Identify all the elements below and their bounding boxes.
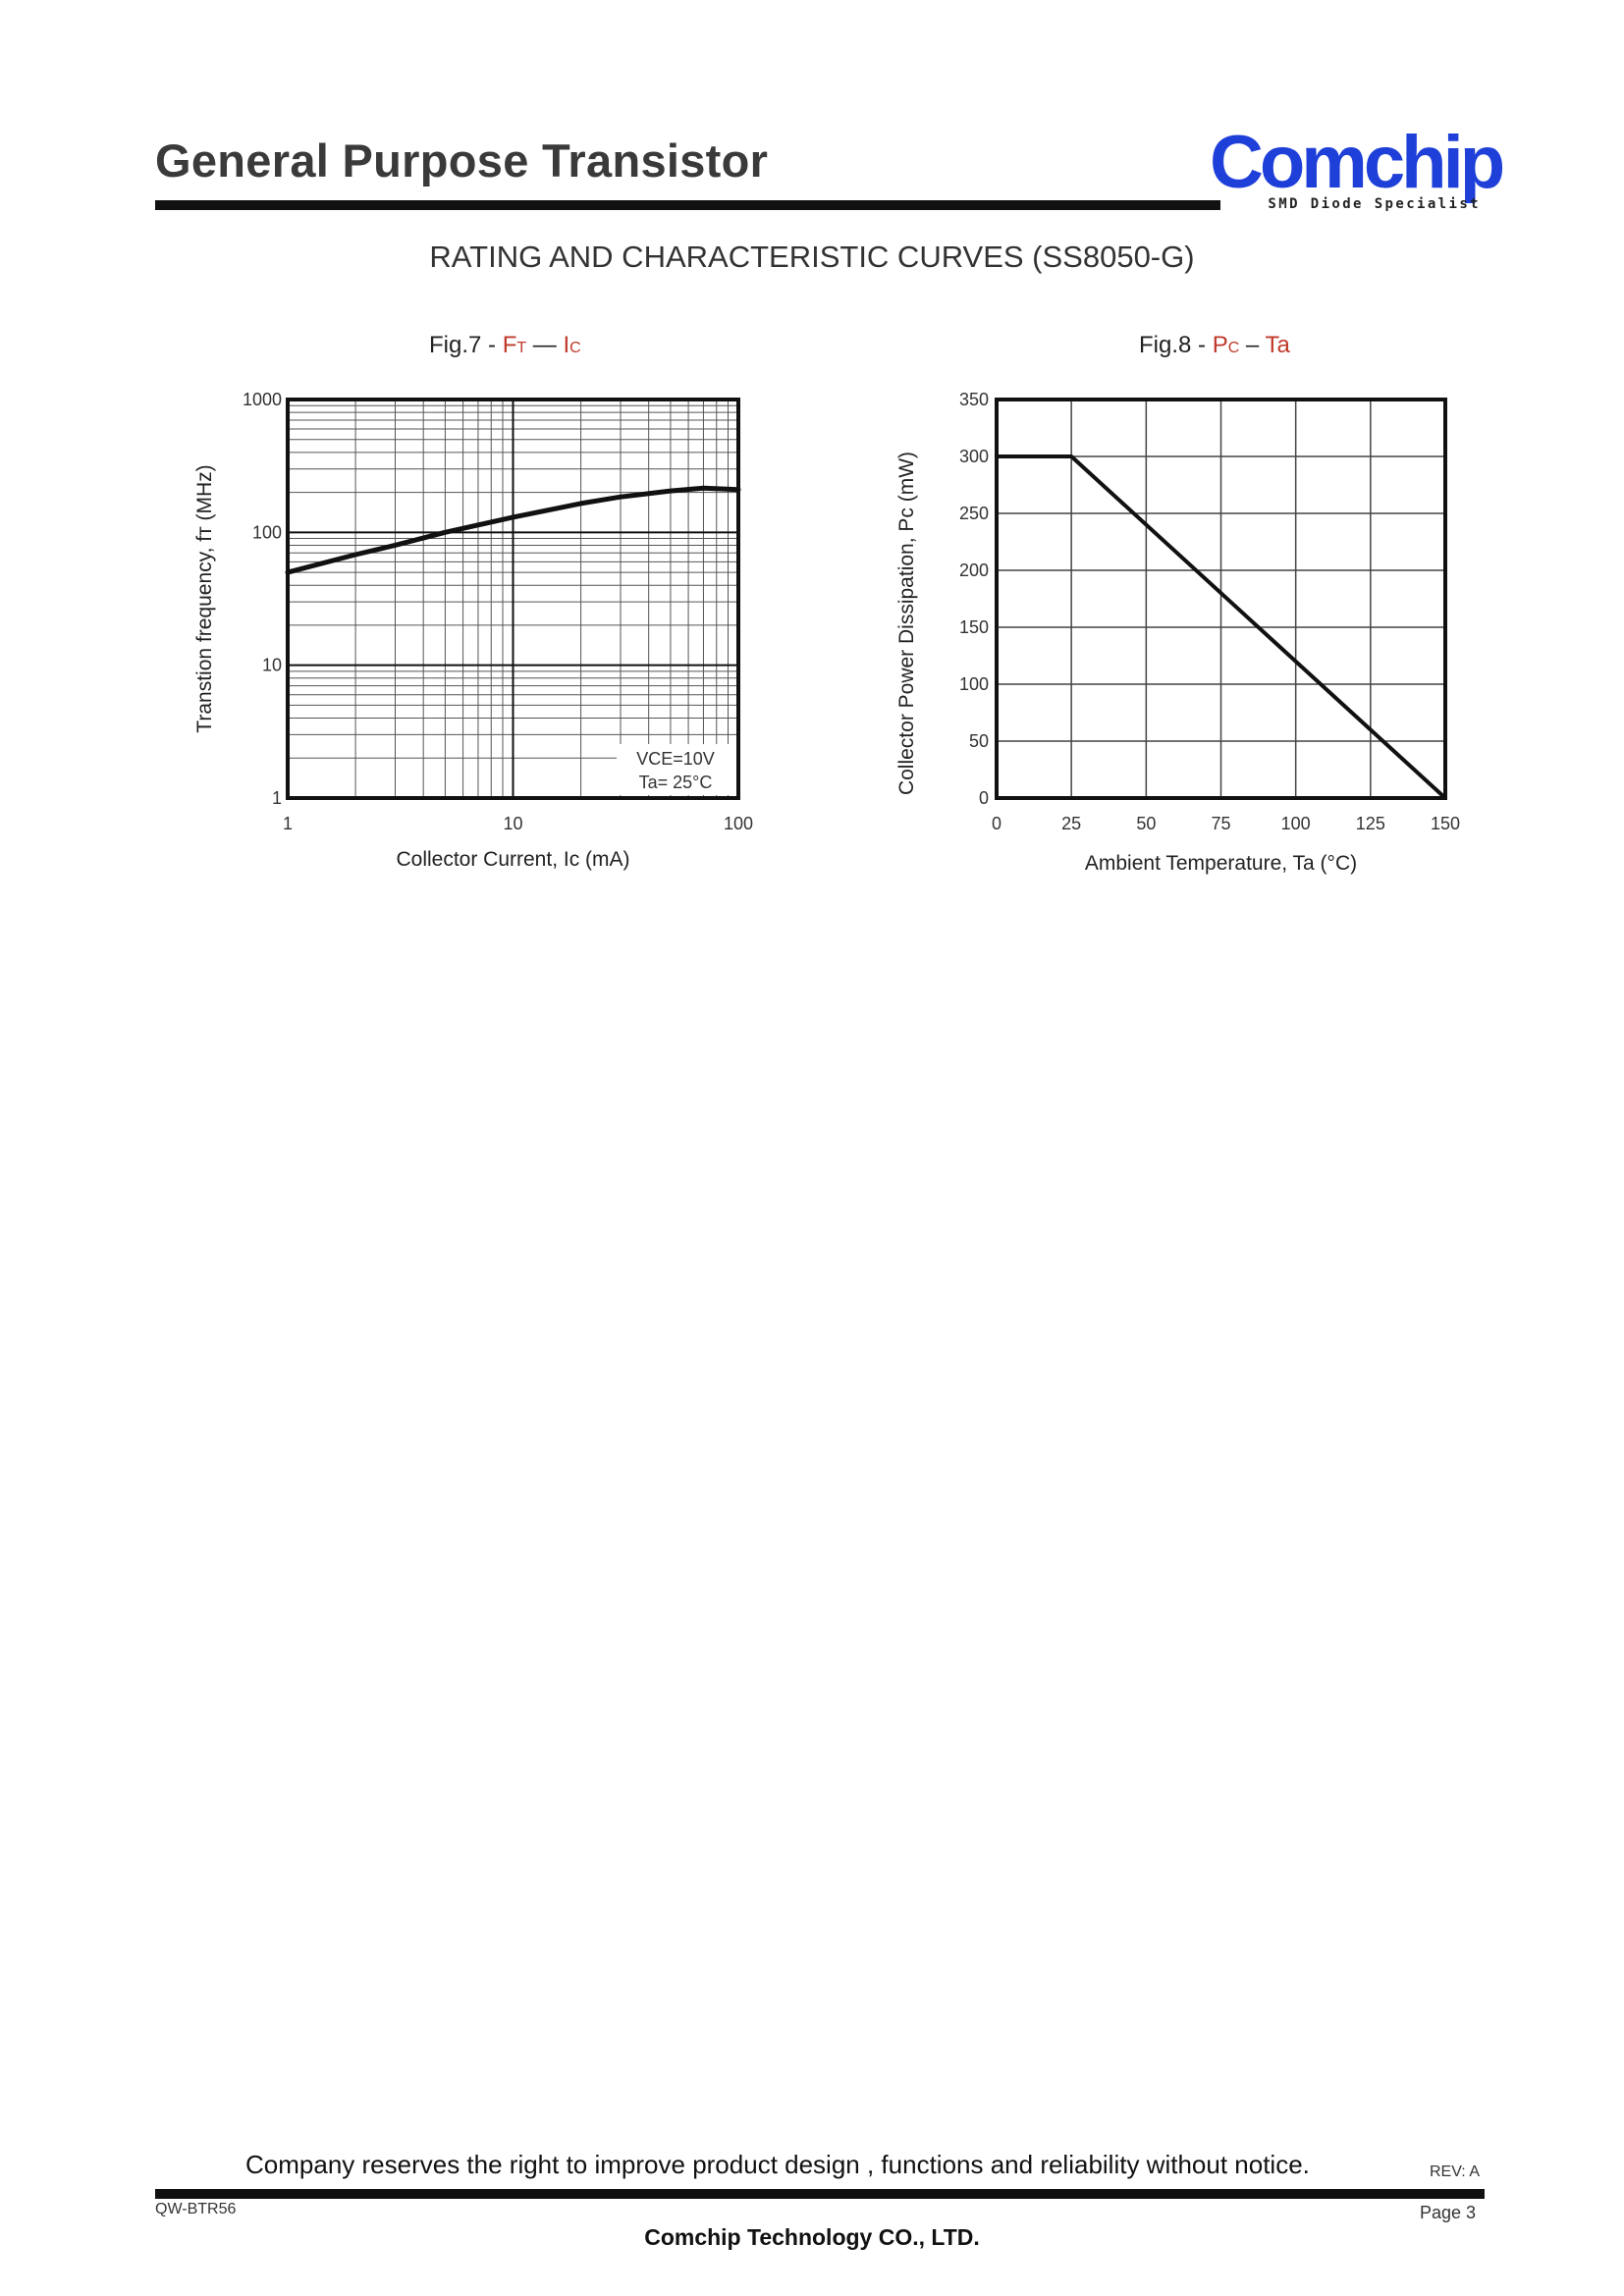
company-name: Comchip Technology CO., LTD. xyxy=(644,2224,980,2250)
fig7-a-main: F xyxy=(502,332,517,358)
x-tick-label: 150 xyxy=(1431,814,1460,833)
y-tick-label: 0 xyxy=(979,788,989,808)
y-tick-label: 200 xyxy=(959,561,989,580)
fig7-title: Fig.7 - FT — IC xyxy=(429,332,581,359)
fig8-a-main: P xyxy=(1212,332,1228,358)
y-axis-label: Transtion frequency, fт (MHz) xyxy=(193,464,216,732)
fig8-dash: – xyxy=(1239,332,1266,358)
x-tick-label: 0 xyxy=(992,814,1001,833)
x-axis-label: Ambient Temperature, Ta (°C) xyxy=(1085,852,1357,875)
x-tick-label: 50 xyxy=(1136,814,1156,833)
fig7-prefix: Fig.7 - xyxy=(429,332,503,358)
fig7-dash: — xyxy=(526,332,564,358)
x-tick-label: 75 xyxy=(1211,814,1230,833)
fig8-b-main: Ta xyxy=(1265,332,1290,358)
x-tick-label: 1 xyxy=(283,814,293,833)
y-axis-label: Collector Power Dissipation, Pc (mW) xyxy=(895,452,918,795)
fig7-a-sub: T xyxy=(516,340,527,356)
annotation-ta: Ta= 25°C xyxy=(639,773,713,792)
header-rule xyxy=(155,200,1220,210)
y-tick-label: 100 xyxy=(252,522,282,542)
y-tick-label: 250 xyxy=(959,504,989,523)
y-tick-label: 350 xyxy=(959,390,989,409)
page-number: Page 3 xyxy=(1420,2203,1477,2222)
series-ft-curve xyxy=(285,485,741,575)
x-tick-label: 125 xyxy=(1356,814,1385,833)
x-tick-label: 100 xyxy=(1281,814,1311,833)
footer-rule xyxy=(155,2189,1485,2199)
page-title: General Purpose Transistor xyxy=(155,134,769,187)
x-tick-label: 25 xyxy=(1061,814,1081,833)
y-tick-label: 300 xyxy=(959,447,989,466)
company-logo: Comchip SMD Diode Specialist xyxy=(1210,121,1505,214)
logo-tagline: SMD Diode Specialist xyxy=(1268,196,1481,212)
y-tick-label: 1000 xyxy=(243,390,282,409)
y-tick-label: 150 xyxy=(959,617,989,637)
plot-frame xyxy=(286,398,740,800)
logo-wordmark: Comchip xyxy=(1210,121,1505,204)
x-tick-label: 100 xyxy=(724,814,753,833)
x-axis-label: Collector Current, Ic (mA) xyxy=(396,848,629,871)
revision-label: REV: A xyxy=(1430,2163,1480,2180)
document-code: QW-BTR56 xyxy=(155,2201,237,2217)
y-tick-label: 50 xyxy=(969,731,989,751)
series-pc-derating xyxy=(997,454,1447,800)
fig8-title: Fig.8 - PC – Ta xyxy=(1139,332,1290,359)
footer-disclaimer: Company reserves the right to improve pr… xyxy=(245,2150,1310,2179)
plot-frame xyxy=(995,398,1447,800)
annotation-vce: VCE=10V xyxy=(636,749,715,769)
fig7-b-sub: C xyxy=(569,340,581,356)
annotation-box xyxy=(617,744,736,795)
fig8-a-sub: C xyxy=(1227,340,1240,356)
fig8-prefix: Fig.8 - xyxy=(1139,332,1213,358)
section-title: RATING AND CHARACTERISTIC CURVES (SS8050… xyxy=(429,240,1195,274)
y-tick-label: 1 xyxy=(272,788,282,808)
y-tick-label: 100 xyxy=(959,674,989,694)
x-tick-label: 10 xyxy=(503,814,522,833)
y-tick-label: 10 xyxy=(262,656,282,675)
fig7-b-main: I xyxy=(563,332,570,358)
